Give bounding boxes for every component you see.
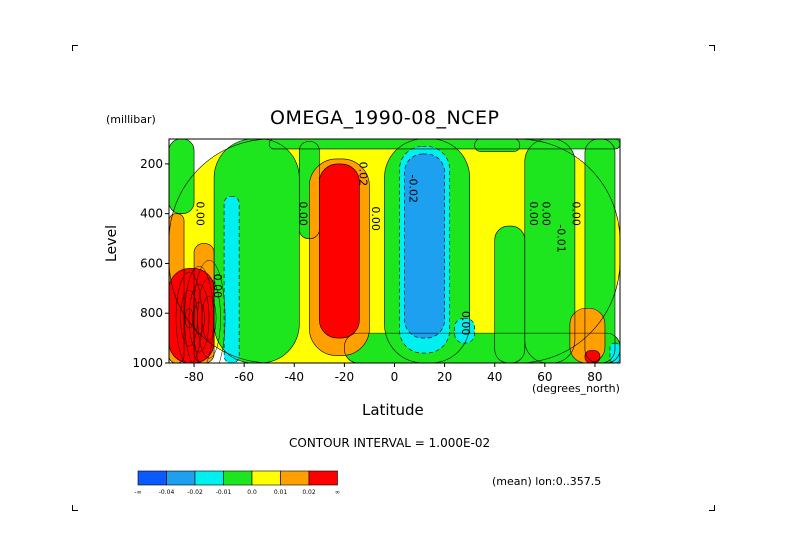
contour-label-6: 0.00 (459, 311, 472, 336)
contour-interval-note: CONTOUR INTERVAL = 1.000E-02 (289, 436, 491, 450)
colorbar-label-2: -0.02 (187, 489, 203, 496)
contour-line-17 (454, 317, 475, 344)
contour-line-6 (474, 139, 521, 152)
y-tick-label: 1000 (132, 356, 163, 370)
heatmap-fill (169, 139, 620, 363)
polar-contour-1 (193, 301, 205, 335)
contour-line-8 (524, 139, 576, 363)
x-units-label: (degrees_north) (532, 382, 620, 395)
polar-contour-5 (197, 277, 221, 359)
heat-region-10 (169, 139, 195, 214)
contour-label-0: 0.00 (194, 201, 207, 226)
contour-lines (169, 139, 620, 363)
contour-labels: 0.00 0.000.020.00-0.020.000.000.00 0.00 0.0… (194, 162, 583, 336)
mean-longitude-note: (mean) lon:0..357.5 (492, 475, 602, 488)
colorbar-swatch-1 (166, 470, 196, 486)
x-tick-label: 80 (587, 370, 602, 384)
contour-label-5: 0.00 (211, 274, 224, 299)
x-tick-label: -60 (234, 370, 254, 384)
contour-line-18 (609, 342, 620, 363)
contour-line-11 (169, 213, 185, 363)
colorbar-swatch-2 (194, 470, 224, 486)
x-tick-label: 0 (391, 370, 399, 384)
colorbar-label-0: -∞ (134, 489, 141, 496)
corner-mark-bottom-right (709, 505, 715, 511)
contour-label-8: 0.00 (539, 201, 552, 226)
polar-contour-6 (175, 271, 203, 363)
colorbar-label-4: 0.0 (247, 489, 257, 496)
y-tick-label: 400 (140, 207, 163, 221)
contour-line-3 (268, 139, 620, 150)
colorbar-swatch-5 (280, 470, 310, 486)
x-tick-label: -40 (284, 370, 304, 384)
y-axis-title: Level (104, 225, 120, 262)
corner-mark-top-right (709, 45, 715, 51)
y-tick-label: 200 (140, 157, 163, 171)
contour-label-9: 0.00 (569, 201, 582, 226)
polar-contour-7 (184, 265, 214, 363)
contour-line-19 (404, 153, 445, 339)
contour-line-13 (309, 158, 370, 356)
chart-title: OMEGA_1990-08_NCEP (270, 107, 500, 129)
y-tick-label: 600 (140, 256, 163, 270)
polar-contour-4 (188, 283, 210, 353)
colorbar-swatch-3 (223, 470, 253, 486)
heat-region-9 (584, 139, 615, 363)
contour-line-16 (399, 146, 450, 354)
x-tick-label: 40 (487, 370, 502, 384)
colorbar: -∞ -0.04 -0.02 -0.01 0.0 0.01 0.02 ∞ (134, 470, 340, 496)
contour-label-1: 0.00 (296, 201, 309, 226)
x-axis: -80 -60 -40 -20 0 20 40 60 80 (184, 363, 603, 384)
contour-line-10 (169, 139, 195, 214)
colorbar-label-5: 0.01 (274, 489, 288, 496)
colorbar-label-6: 0.02 (302, 489, 316, 496)
heat-region-18 (609, 343, 620, 363)
y-units-label: (millibar) (106, 113, 156, 126)
heat-region-22 (584, 350, 600, 363)
contour-line-15 (223, 195, 240, 363)
contour-label-3: 0.00 (369, 206, 382, 231)
x-tick-label: 20 (437, 370, 452, 384)
x-axis-title: Latitude (362, 401, 424, 419)
contour-line-9 (584, 139, 616, 363)
contour-label-2: 0.02 (356, 162, 369, 187)
contour-line-5 (384, 139, 470, 363)
x-tick-label: -80 (184, 370, 204, 384)
y-tick-label: 800 (140, 306, 163, 320)
colorbar-swatch-0 (137, 470, 167, 486)
colorbar-label-7: ∞ (335, 489, 340, 496)
colorbar-label-3: -0.01 (216, 489, 232, 496)
colorbar-swatch-6 (308, 470, 338, 486)
contour-label-10: -0.01 (554, 224, 567, 252)
contour-line-20 (319, 163, 360, 339)
colorbar-swatch-4 (251, 470, 281, 486)
heat-region-15 (224, 196, 240, 363)
heat-region-20 (319, 163, 360, 339)
y-axis: 200 400 600 800 1000 (132, 157, 169, 370)
heat-region-7 (494, 226, 525, 363)
colorbar-label-1: -0.04 (159, 489, 175, 496)
contour-line-14 (569, 307, 606, 363)
corner-mark-top-left (72, 45, 78, 51)
contour-label-7: 0.00 (527, 201, 540, 226)
heat-region-21 (169, 268, 215, 363)
heat-region-19 (404, 153, 445, 339)
contour-label-4: -0.02 (407, 175, 420, 203)
x-tick-label: 60 (537, 370, 552, 384)
x-tick-label: -20 (335, 370, 355, 384)
heat-region-8 (524, 139, 575, 363)
polar-contour-8 (192, 259, 226, 363)
corner-mark-bottom-left (72, 505, 78, 511)
heat-region-6 (474, 139, 520, 152)
